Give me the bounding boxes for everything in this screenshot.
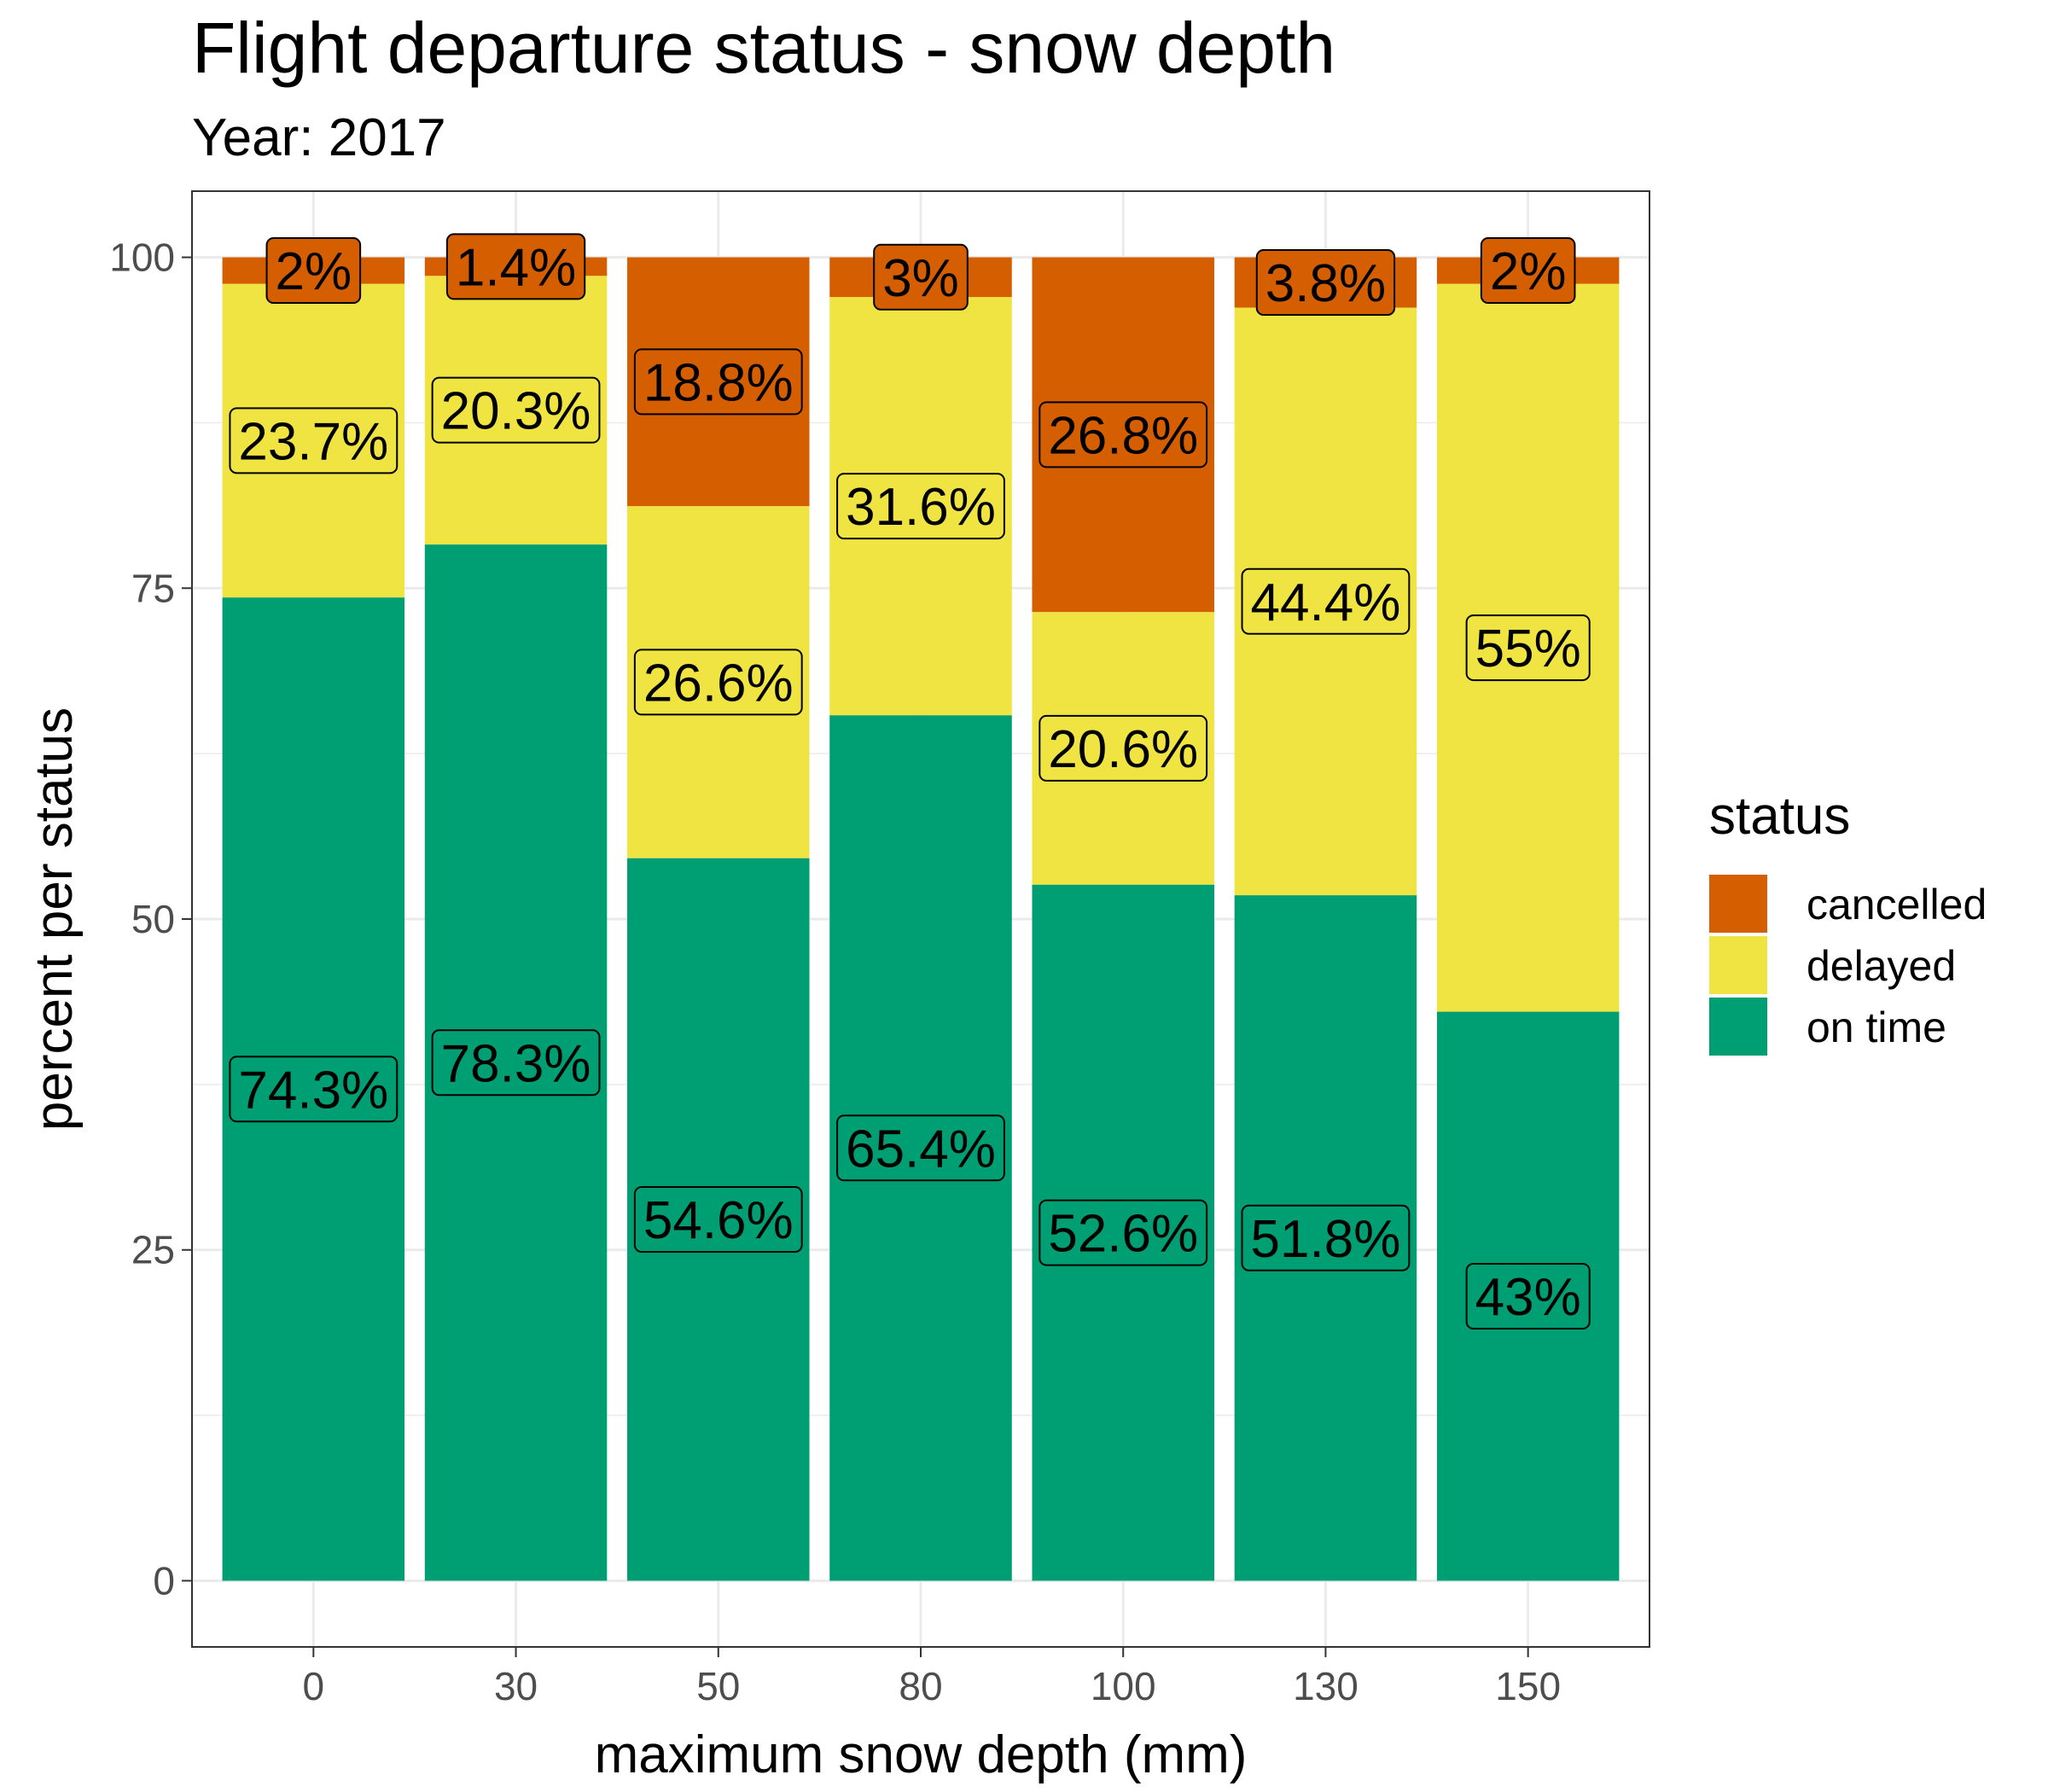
data-label-text: 51.8% xyxy=(1251,1210,1401,1269)
data-label-cancelled: 1.4% xyxy=(445,233,586,300)
data-label-cancelled: 18.8% xyxy=(633,348,803,416)
data-label-text: 31.6% xyxy=(846,478,996,537)
data-label-delayed: 55% xyxy=(1465,614,1591,682)
data-label-box xyxy=(445,233,586,300)
data-label-text: 20.6% xyxy=(1048,720,1198,779)
data-label-text: 65.4% xyxy=(846,1120,996,1178)
chart-subtitle: Year: 2017 xyxy=(192,108,446,167)
x-tick-label: 50 xyxy=(696,1664,740,1708)
x-axis-title: maximum snow depth (mm) xyxy=(595,1725,1248,1784)
data-label-box xyxy=(1241,1204,1411,1271)
y-tick-label: 75 xyxy=(131,566,175,610)
data-label-box xyxy=(229,1056,399,1123)
data-label-delayed: 44.4% xyxy=(1241,567,1411,635)
data-label-box xyxy=(633,1186,803,1254)
data-label-delayed: 20.3% xyxy=(431,376,601,444)
data-label-box xyxy=(229,407,399,474)
legend-label-cancelled: cancelled xyxy=(1807,881,1987,928)
data-label-cancelled: 2% xyxy=(1480,237,1576,305)
x-tick-label: 150 xyxy=(1495,1664,1561,1708)
data-label-delayed: 20.6% xyxy=(1039,714,1208,782)
data-label-text: 18.8% xyxy=(643,353,794,412)
y-axis-title: percent per status xyxy=(25,707,84,1131)
data-label-text: 44.4% xyxy=(1251,573,1401,632)
x-tick-label: 80 xyxy=(899,1664,942,1708)
data-label-text: 2% xyxy=(1490,242,1567,301)
data-label-text: 1.4% xyxy=(456,238,576,297)
y-tick-label: 25 xyxy=(131,1228,175,1272)
data-label-box xyxy=(1480,237,1576,305)
legend-swatch-on-time xyxy=(1709,998,1767,1056)
data-label-box xyxy=(1465,614,1591,682)
data-label-on-time: 65.4% xyxy=(836,1114,1005,1182)
y-tick-label: 50 xyxy=(131,897,175,941)
data-label-text: 43% xyxy=(1475,1268,1581,1327)
legend-swatch-delayed xyxy=(1709,936,1767,994)
x-tick-label: 100 xyxy=(1091,1664,1156,1708)
data-label-delayed: 23.7% xyxy=(229,407,399,474)
data-label-box xyxy=(1039,401,1208,468)
legend-title: status xyxy=(1709,787,1850,846)
data-label-box xyxy=(1039,714,1208,782)
chart-title: Flight departure status - snow depth xyxy=(192,8,1335,88)
data-label-on-time: 51.8% xyxy=(1241,1204,1411,1271)
data-label-cancelled: 3.8% xyxy=(1255,249,1396,317)
legend: status cancelled delayed on time xyxy=(1709,787,1987,1056)
data-label-on-time: 78.3% xyxy=(431,1029,601,1097)
x-tick-label: 130 xyxy=(1293,1664,1359,1708)
data-label-text: 26.6% xyxy=(643,654,794,713)
data-label-box xyxy=(1255,249,1396,317)
data-label-cancelled: 2% xyxy=(265,237,362,305)
legend-swatch-cancelled xyxy=(1709,875,1767,933)
data-label-box xyxy=(431,1029,601,1097)
legend-label-on-time: on time xyxy=(1807,1004,1946,1051)
data-label-box xyxy=(836,473,1005,540)
data-label-text: 78.3% xyxy=(441,1034,591,1093)
data-label-box xyxy=(633,348,803,416)
data-label-cancelled: 26.8% xyxy=(1039,401,1208,468)
data-label-text: 23.7% xyxy=(238,412,388,471)
data-label-text: 2% xyxy=(276,242,352,301)
data-label-box xyxy=(1241,567,1411,635)
data-label-box xyxy=(873,243,969,311)
data-label-text: 20.3% xyxy=(441,382,591,441)
data-label-box xyxy=(431,376,601,444)
data-label-text: 52.6% xyxy=(1048,1205,1198,1264)
data-label-on-time: 74.3% xyxy=(229,1056,399,1123)
data-label-text: 3% xyxy=(882,249,959,308)
y-tick-label: 0 xyxy=(153,1558,175,1603)
bars xyxy=(222,257,1620,1581)
x-tick-label: 30 xyxy=(494,1664,538,1708)
y-tick-label: 100 xyxy=(109,236,175,280)
data-label-text: 3.8% xyxy=(1265,254,1386,313)
data-labels: 74.3% 23.7% 2% 78.3% 20.3% 1.4% 54.6% 26.6% 18.8… xyxy=(229,233,1591,1330)
data-label-box xyxy=(1465,1263,1591,1330)
data-label-text: 54.6% xyxy=(643,1191,794,1250)
data-label-box xyxy=(836,1114,1005,1182)
data-label-box xyxy=(633,649,803,716)
data-label-text: 74.3% xyxy=(238,1061,388,1120)
data-label-box xyxy=(1039,1199,1208,1266)
data-label-on-time: 54.6% xyxy=(633,1186,803,1254)
data-label-text: 26.8% xyxy=(1048,406,1198,465)
legend-label-delayed: delayed xyxy=(1807,942,1956,990)
x-tick-label: 0 xyxy=(303,1664,325,1708)
data-label-on-time: 52.6% xyxy=(1039,1199,1208,1266)
data-label-box xyxy=(265,237,362,305)
data-label-cancelled: 3% xyxy=(873,243,969,311)
data-label-text: 55% xyxy=(1475,620,1581,678)
data-label-delayed: 26.6% xyxy=(633,649,803,716)
data-label-delayed: 31.6% xyxy=(836,473,1005,540)
axes: 0 25 50 75 100 0 30 50 80 100 130 150 xyxy=(109,236,1561,1708)
data-label-on-time: 43% xyxy=(1465,1263,1591,1330)
